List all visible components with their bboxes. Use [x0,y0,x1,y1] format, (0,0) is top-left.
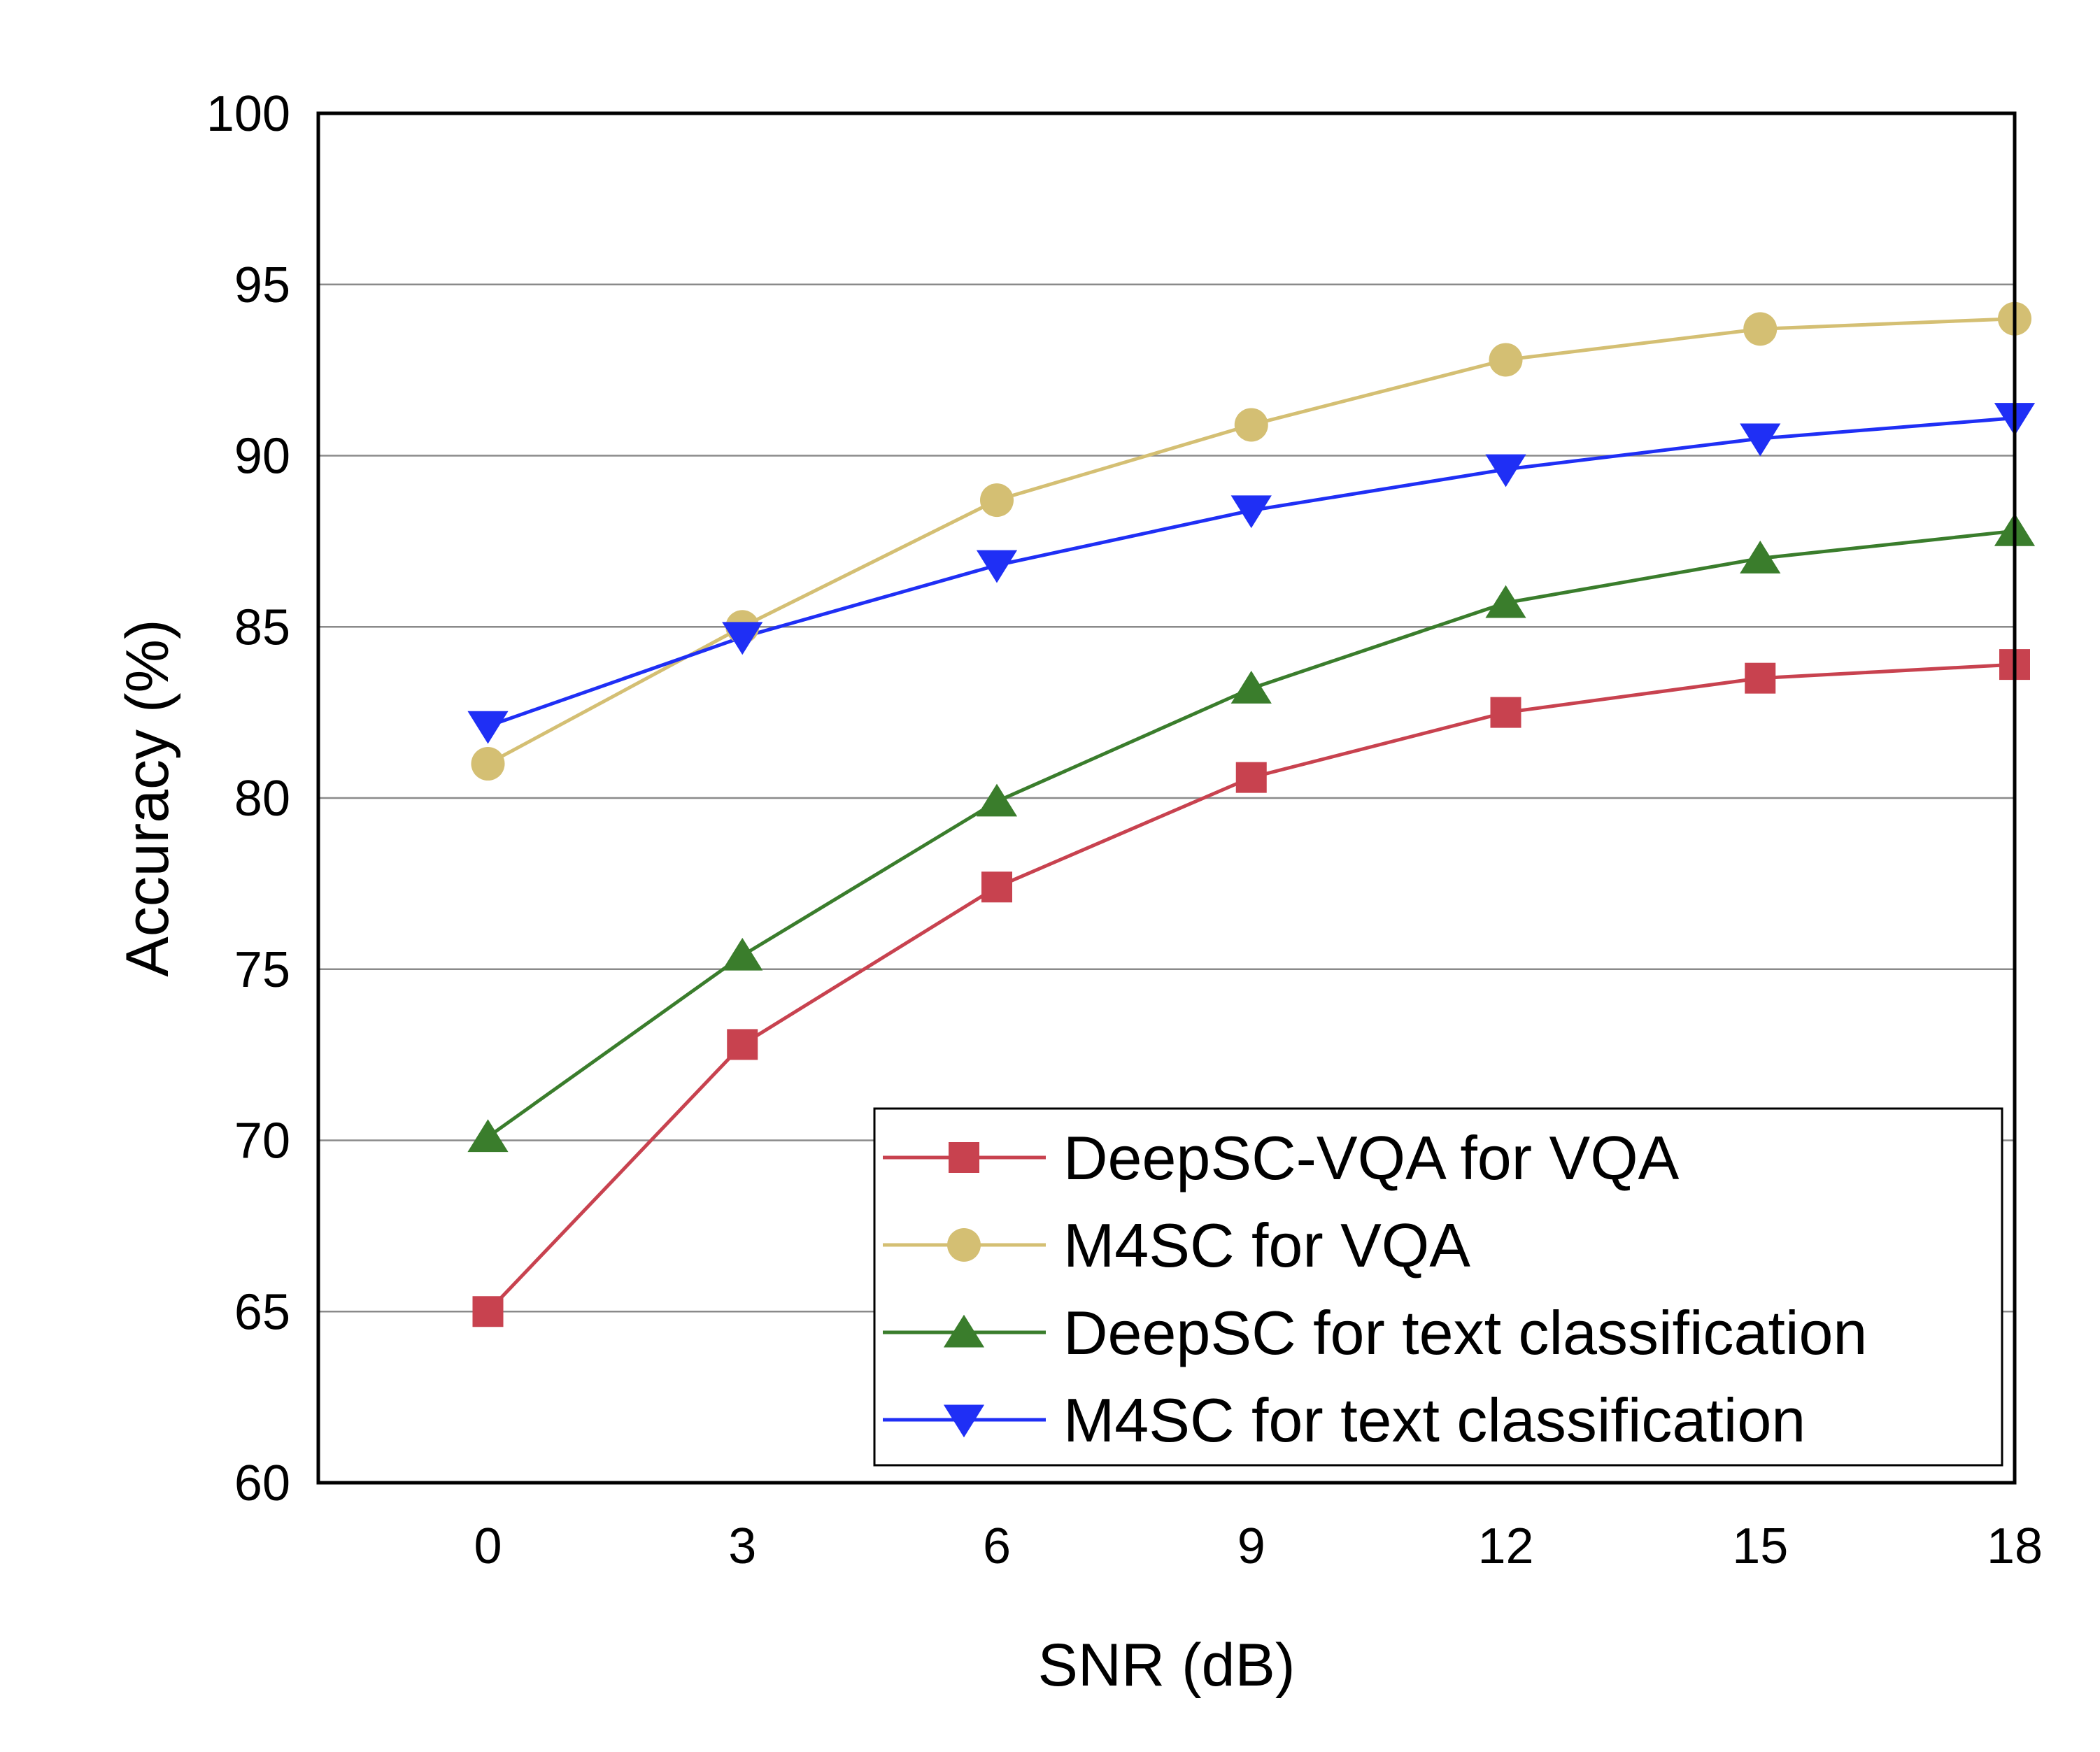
x-tick-label: 0 [474,1518,502,1574]
gridlines [318,283,2015,1313]
data-point-s3-4 [1485,585,1526,618]
data-point-s2-5 [1743,312,1778,346]
data-point-s1-1 [727,1029,758,1060]
legend-marker-1 [949,1142,979,1173]
legend-label-4: M4SC for text classification [1063,1386,1805,1455]
legend-label-1: DeepSC-VQA for VQA [1063,1123,1680,1192]
data-point-s3-0 [467,1119,509,1153]
data-point-s2-0 [471,747,505,781]
legend-marker-3 [943,1314,985,1348]
data-point-s1-2 [981,871,1012,903]
legend: DeepSC-VQA for VQA M4SC for VQA DeepSC for… [873,1107,2003,1467]
y-axis-title: Accuracy (%) [114,619,181,976]
data-point-s3-2 [976,783,1018,817]
data-point-s4-4 [1485,454,1526,487]
plot-frame [316,111,2017,1485]
y-tick-label: 70 [234,1113,290,1169]
data-point-s4-0 [467,711,509,744]
data-point-s4-2 [976,550,1018,583]
y-tick-label: 100 [206,86,290,142]
data-point-s3-5 [1740,541,1781,574]
data-point-s2-3 [1234,408,1268,442]
data-point-s4-3 [1230,495,1272,529]
data-point-s2-4 [1489,343,1523,377]
legend-label-2: M4SC for VQA [1063,1211,1470,1280]
legend-box [873,1107,2003,1467]
y-tick-label: 80 [234,771,290,827]
y-tick-label: 65 [234,1284,290,1340]
data-point-s1-4 [1490,697,1521,728]
data-point-s2-2 [980,483,1014,518]
data-point-s1-0 [472,1296,504,1327]
x-tick-label: 18 [1987,1518,2043,1574]
series-markers [467,301,2036,1327]
data-point-s4-1 [722,622,763,655]
x-tick-label: 6 [983,1518,1011,1574]
data-point-s4-5 [1740,423,1781,457]
data-point-s3-3 [1230,671,1272,704]
y-tick-label: 75 [234,942,290,998]
x-tick-label: 15 [1732,1518,1788,1574]
x-tick-label: 3 [728,1518,756,1574]
legend-label-3: DeepSC for text classification [1063,1298,1867,1367]
data-point-s3-1 [722,937,763,971]
y-axis-ticks: 60 65 70 75 80 85 90 95 100 [206,86,290,1511]
x-tick-label: 9 [1237,1518,1265,1574]
y-tick-label: 85 [234,599,290,655]
legend-marker-4 [943,1404,985,1438]
x-axis-ticks: 0 3 6 9 12 15 18 [474,1518,2043,1574]
y-tick-label: 90 [234,429,290,485]
series-line-3 [487,529,2015,1139]
x-axis-title: SNR (dB) [1038,1632,1296,1699]
y-tick-label: 95 [234,257,290,313]
data-point-s1-3 [1235,762,1267,793]
legend-marker-2 [947,1228,981,1262]
data-point-s1-5 [1745,662,1776,694]
y-tick-label: 60 [234,1455,290,1511]
x-tick-label: 12 [1477,1518,1533,1574]
